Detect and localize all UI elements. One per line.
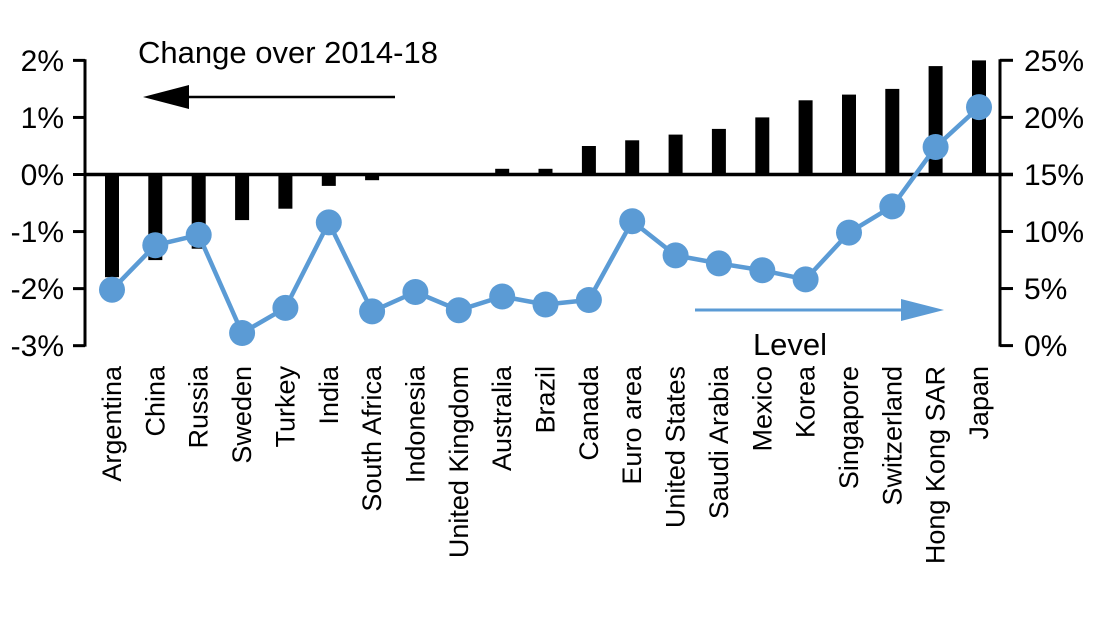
level-marker — [142, 232, 169, 259]
category-label: Singapore — [834, 366, 864, 489]
annotation-level: Level — [695, 299, 944, 362]
level-marker — [879, 193, 906, 220]
level-marker — [836, 219, 862, 246]
bar — [625, 140, 640, 175]
bar — [798, 100, 813, 175]
bar-series — [105, 60, 986, 278]
level-marker — [315, 209, 342, 236]
level-marker — [575, 287, 602, 313]
bar — [321, 174, 336, 186]
category-label: United States — [661, 366, 691, 528]
bar — [235, 174, 250, 221]
category-axis-labels: Argentina China Russia Sweden Turkey India Sou… — [97, 365, 994, 564]
left-axis-tick-label: -3% — [11, 330, 64, 363]
left-axis-tick-label: 1% — [21, 102, 64, 135]
category-label: United Kingdom — [444, 366, 474, 558]
bar — [755, 117, 770, 175]
left-axis-tick-label: 0% — [21, 159, 64, 192]
level-marker — [619, 208, 646, 235]
right-axis-tick-label: 10% — [1024, 216, 1084, 249]
level-marker — [359, 298, 386, 325]
level-line-series — [99, 94, 992, 346]
category-label: Argentina — [97, 365, 127, 482]
bar — [105, 174, 119, 278]
annotation-change: Change over 2014-18 — [138, 35, 438, 109]
bar — [538, 168, 553, 175]
level-marker — [792, 266, 819, 293]
level-marker — [272, 294, 299, 321]
right-axis-tick-label: 25% — [1024, 45, 1084, 78]
right-axis-tick-label: 5% — [1024, 273, 1067, 306]
category-label: Saudi Arabia — [704, 365, 734, 519]
category-label: Euro area — [617, 365, 647, 485]
level-marker — [705, 250, 732, 277]
level-marker — [922, 134, 949, 160]
category-label: Turkey — [270, 366, 300, 448]
level-marker — [532, 291, 559, 318]
bar — [711, 128, 726, 175]
category-label: Brazil — [531, 366, 561, 434]
bar — [495, 168, 510, 175]
bar — [581, 146, 596, 175]
right-axis: 25% 20% 15% 10% 5% 0% — [998, 45, 1084, 363]
category-label: South Africa — [357, 365, 387, 512]
right-axis-tick-label: 15% — [1024, 159, 1084, 192]
bar — [842, 94, 856, 175]
left-axis-tick-label: -2% — [11, 273, 64, 306]
level-marker — [185, 221, 212, 248]
level-marker — [749, 257, 776, 284]
right-axis-tick-label: 0% — [1024, 330, 1067, 363]
level-marker — [99, 276, 125, 303]
left-axis: 2% 1% 0% -1% -2% -3% — [11, 45, 87, 363]
category-label: Hong Kong SAR — [921, 366, 951, 564]
level-marker — [445, 297, 472, 324]
bar — [278, 174, 293, 209]
category-label: Korea — [791, 365, 821, 438]
category-label: Switzerland — [877, 366, 907, 506]
category-label: India — [314, 365, 344, 425]
level-marker — [489, 283, 516, 310]
right-arrow-icon — [901, 299, 944, 321]
right-axis-tick-label: 20% — [1024, 102, 1084, 135]
bar — [668, 134, 683, 175]
bar — [885, 88, 900, 175]
annotation-change-label: Change over 2014-18 — [138, 35, 438, 70]
category-label: Japan — [964, 366, 994, 440]
level-marker — [662, 242, 689, 269]
category-label: Canada — [574, 365, 604, 461]
annotation-level-label: Level — [753, 327, 827, 362]
left-arrow-icon — [143, 85, 189, 109]
level-marker — [229, 320, 256, 346]
left-axis-tick-label: 2% — [21, 45, 64, 78]
category-label: Russia — [184, 365, 214, 449]
category-label: Australia — [487, 365, 517, 471]
level-marker — [402, 279, 429, 305]
left-axis-tick-label: -1% — [11, 216, 64, 249]
category-label: Indonesia — [400, 365, 430, 483]
level-marker — [966, 94, 992, 121]
category-label: Sweden — [227, 366, 257, 464]
category-label: Mexico — [747, 366, 777, 452]
bar — [365, 174, 380, 181]
category-label: China — [140, 365, 170, 437]
